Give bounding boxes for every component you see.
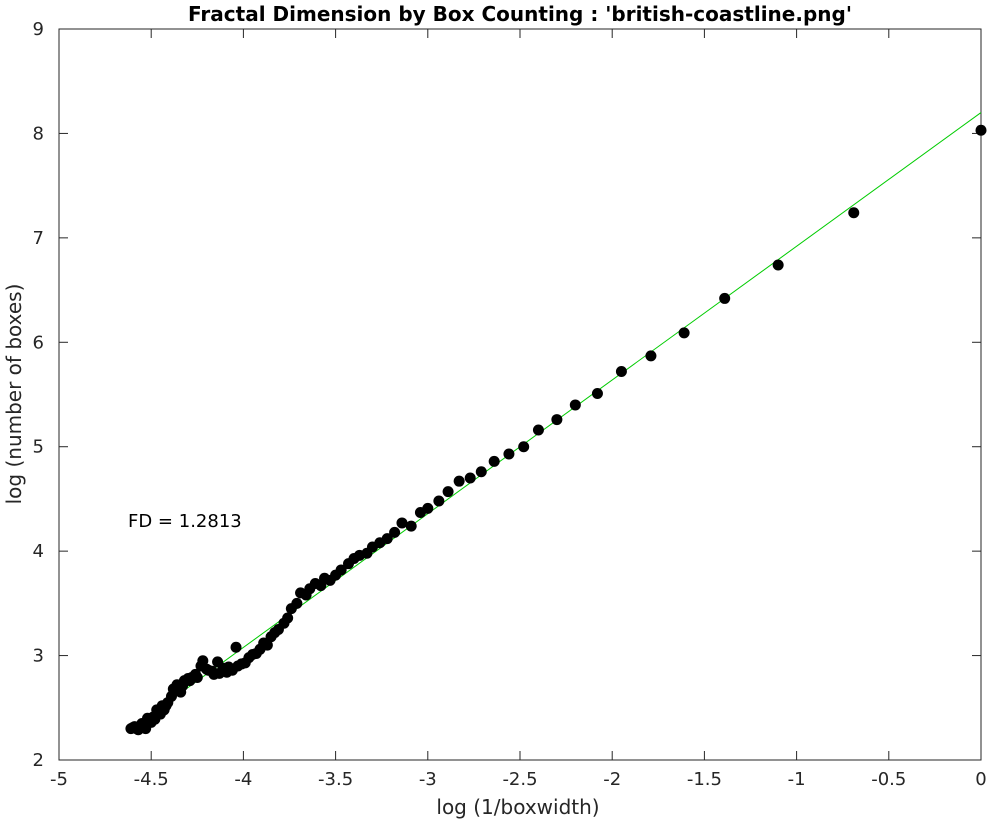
data-point [442, 486, 454, 498]
data-point [295, 587, 307, 599]
x-tick-label: -1.5 [687, 769, 722, 790]
y-tick-labels: 2 3 4 5 6 7 8 9 [33, 19, 44, 771]
x-tick-label: -0.5 [871, 769, 906, 790]
x-tick-label: -4.5 [134, 769, 169, 790]
data-point [230, 641, 242, 653]
chart-title: Fractal Dimension by Box Counting : 'bri… [188, 2, 852, 26]
x-tick-label: -4 [234, 769, 252, 790]
axis-ticks [58, 28, 982, 761]
data-point [551, 414, 563, 426]
data-point [433, 495, 445, 507]
data-point [464, 472, 476, 484]
y-tick-label: 3 [33, 646, 44, 667]
data-point [389, 526, 401, 538]
data-points [125, 124, 987, 736]
y-tick-label: 2 [33, 750, 44, 771]
x-tick-label: -2.5 [502, 769, 537, 790]
data-point [125, 723, 137, 735]
data-point [772, 259, 784, 271]
data-point [405, 520, 417, 532]
x-tick-label: -5 [50, 769, 68, 790]
data-point [532, 424, 544, 436]
y-tick-label: 9 [33, 19, 44, 40]
data-point [975, 124, 987, 136]
data-point [719, 292, 731, 304]
data-point [591, 387, 603, 399]
data-point [343, 558, 355, 570]
plot-area [58, 28, 982, 761]
data-point [569, 399, 581, 411]
data-point [488, 455, 500, 467]
fd-annotation: FD = 1.2813 [128, 511, 242, 532]
data-point [475, 466, 487, 478]
data-point [414, 507, 426, 519]
y-tick-label: 7 [33, 228, 44, 249]
data-point [195, 660, 207, 672]
x-axis-label: log (1/boxwidth) [436, 795, 599, 819]
x-tick-label: -3 [419, 769, 437, 790]
data-point [615, 366, 627, 378]
data-point [518, 441, 530, 453]
data-point [285, 603, 297, 615]
data-point [503, 448, 515, 460]
y-tick-label: 8 [33, 123, 44, 144]
data-point [212, 656, 224, 668]
y-tick-label: 5 [33, 437, 44, 458]
data-point [265, 631, 277, 643]
data-point [396, 517, 408, 529]
data-point [645, 350, 657, 362]
data-point [678, 327, 690, 339]
data-point [453, 475, 465, 487]
x-tick-label: -1 [788, 769, 806, 790]
x-tick-label: 0 [975, 769, 986, 790]
x-tick-labels: -5 -4.5 -4 -3.5 -3 -2.5 -2 -1.5 -1 -0.5 0 [50, 769, 987, 790]
x-tick-label: -3.5 [318, 769, 353, 790]
y-tick-label: 4 [33, 541, 44, 562]
y-axis-label: log (number of boxes) [2, 284, 26, 505]
data-point [848, 207, 860, 219]
x-tick-label: -2 [603, 769, 621, 790]
y-tick-label: 6 [33, 332, 44, 353]
